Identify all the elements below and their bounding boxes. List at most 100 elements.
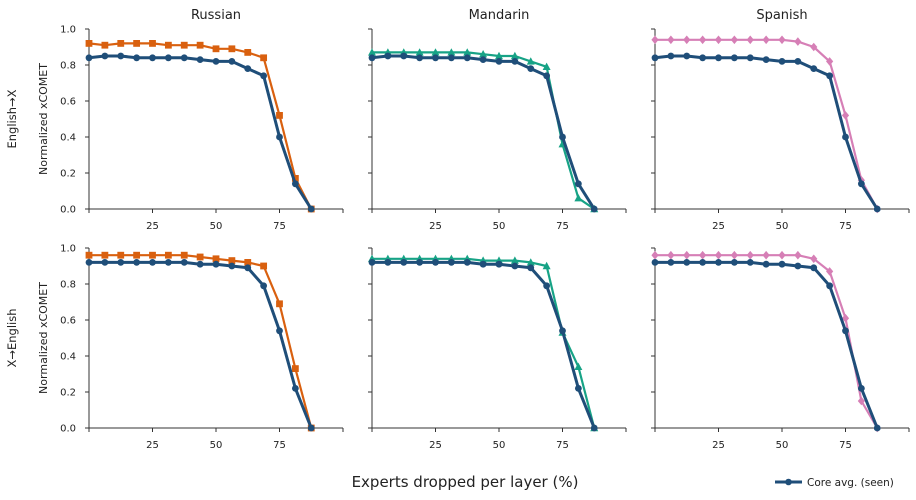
data-point <box>542 62 551 70</box>
x-tick-label: 50 <box>493 440 506 451</box>
data-point <box>794 262 802 270</box>
data-point <box>149 54 156 62</box>
panel-en-x-mandarin: 25 50 75 <box>368 28 627 232</box>
series-core-avg-seen <box>368 259 598 432</box>
y-tick-label: 1.0 <box>60 25 76 36</box>
row-labels: English→X X→English <box>5 89 19 367</box>
data-point <box>291 385 299 392</box>
data-point <box>495 58 503 65</box>
series-line <box>89 260 313 429</box>
column-titles: Russian Mandarin Spanish <box>191 8 808 23</box>
data-point <box>101 52 109 60</box>
data-point <box>368 259 376 266</box>
data-point <box>778 250 786 260</box>
data-point <box>133 40 141 47</box>
data-point <box>810 264 818 272</box>
row-label-x-to-english: X→English <box>5 308 19 367</box>
data-point <box>714 35 723 45</box>
y-tick-label: 0.0 <box>60 424 76 435</box>
data-point <box>180 259 188 266</box>
data-point <box>651 54 659 62</box>
series-language-russian <box>85 251 315 432</box>
data-point <box>826 282 834 290</box>
data-point <box>542 261 551 270</box>
data-point <box>762 250 770 260</box>
data-point <box>133 259 141 266</box>
data-point <box>526 57 535 65</box>
data-point <box>133 54 141 62</box>
data-point <box>778 35 786 45</box>
data-point <box>574 194 583 202</box>
series-core-avg-seen <box>368 52 598 213</box>
data-point <box>667 35 675 45</box>
y-tick-label: 0.4 <box>60 133 76 144</box>
y-tick-label: 0.6 <box>60 97 76 108</box>
data-point <box>85 40 93 47</box>
data-point <box>810 42 818 52</box>
data-point <box>873 205 881 213</box>
data-point <box>244 49 252 56</box>
x-tick-label: 50 <box>210 221 223 232</box>
data-point <box>228 45 236 53</box>
data-point <box>117 259 125 266</box>
data-point <box>101 41 109 49</box>
y-tick-label: 0.2 <box>60 169 76 180</box>
data-point <box>212 255 220 263</box>
data-point <box>574 385 582 392</box>
data-point <box>368 48 376 56</box>
data-point <box>527 264 535 272</box>
panel-x-en-mandarin: 25 50 75 <box>368 247 627 451</box>
x-tick-label: 75 <box>273 440 286 451</box>
series-core-avg-seen <box>85 52 315 213</box>
x-tick-label: 75 <box>556 221 569 232</box>
data-point <box>527 65 535 72</box>
data-point <box>479 260 487 268</box>
data-point <box>714 250 723 260</box>
data-point <box>543 282 551 290</box>
data-point <box>101 259 109 266</box>
data-point <box>730 35 738 45</box>
legend: Core avg. (seen) <box>775 477 894 489</box>
data-point <box>778 58 786 65</box>
data-point <box>794 250 802 260</box>
data-point <box>384 52 392 60</box>
data-point <box>447 54 455 62</box>
data-point <box>778 260 786 268</box>
data-point <box>683 35 691 45</box>
data-point <box>826 267 834 276</box>
data-point <box>667 250 675 260</box>
data-point <box>810 65 818 72</box>
x-tick-label: 25 <box>146 221 159 232</box>
data-point <box>841 313 850 323</box>
data-point <box>651 35 659 45</box>
data-point <box>368 54 376 62</box>
data-point <box>495 51 503 60</box>
data-point <box>826 57 834 66</box>
data-point <box>510 51 519 60</box>
data-point <box>574 362 583 370</box>
data-point <box>463 54 471 62</box>
data-point <box>164 54 172 62</box>
data-point <box>180 54 188 62</box>
data-point <box>431 48 440 56</box>
data-point <box>85 251 93 259</box>
data-point <box>463 259 471 266</box>
data-point <box>291 365 299 372</box>
column-title-russian: Russian <box>191 8 241 23</box>
data-point <box>559 133 566 141</box>
data-point <box>244 65 252 72</box>
data-point <box>479 50 488 58</box>
data-point <box>164 251 172 259</box>
data-point <box>699 250 707 260</box>
y-tick-label: 1.0 <box>60 244 76 255</box>
data-point <box>794 58 802 65</box>
y-axis-label: Normalized xCOMET <box>37 282 50 394</box>
data-point <box>260 72 268 80</box>
data-point <box>463 48 472 56</box>
series-language-spanish <box>651 35 881 214</box>
panel-en-x-russian: 0.0 0.2 0.4 0.6 0.8 1.0 25 50 75 Normalized xCOME… <box>37 25 344 232</box>
data-point <box>244 264 252 272</box>
data-point <box>746 259 754 266</box>
data-point <box>416 54 424 62</box>
x-tick-label: 50 <box>776 221 789 232</box>
